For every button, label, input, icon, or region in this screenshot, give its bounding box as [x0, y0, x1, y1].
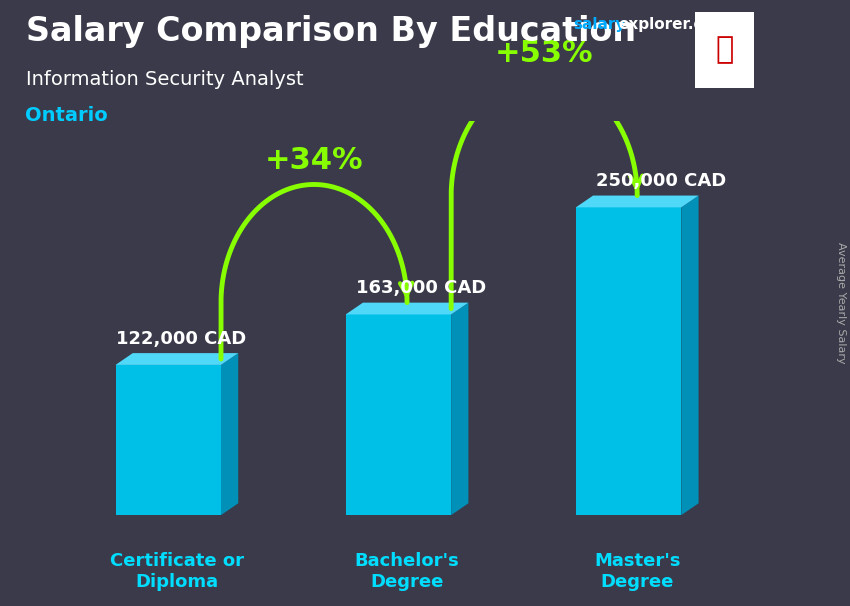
Text: 250,000 CAD: 250,000 CAD — [596, 172, 726, 190]
Polygon shape — [116, 365, 221, 515]
Polygon shape — [682, 196, 699, 515]
Polygon shape — [575, 196, 699, 207]
Text: 🍁: 🍁 — [716, 36, 734, 64]
Text: +53%: +53% — [495, 39, 593, 67]
Text: Salary Comparison By Education: Salary Comparison By Education — [26, 15, 636, 48]
Polygon shape — [346, 315, 451, 515]
Text: Master's
Degree: Master's Degree — [594, 552, 681, 591]
Polygon shape — [575, 207, 682, 515]
Polygon shape — [451, 302, 468, 515]
Text: salary: salary — [574, 17, 626, 32]
Text: 163,000 CAD: 163,000 CAD — [356, 279, 486, 297]
Polygon shape — [116, 353, 238, 365]
Polygon shape — [346, 302, 468, 315]
Text: explorer.com: explorer.com — [618, 17, 728, 32]
Text: Bachelor's
Degree: Bachelor's Degree — [354, 552, 459, 591]
Polygon shape — [695, 12, 754, 88]
Text: Information Security Analyst: Information Security Analyst — [26, 70, 303, 88]
Text: Ontario: Ontario — [26, 106, 108, 125]
Text: Certificate or
Diploma: Certificate or Diploma — [110, 552, 244, 591]
Text: 122,000 CAD: 122,000 CAD — [116, 330, 246, 348]
Text: +34%: +34% — [264, 145, 363, 175]
Polygon shape — [221, 353, 238, 515]
Text: Average Yearly Salary: Average Yearly Salary — [836, 242, 846, 364]
